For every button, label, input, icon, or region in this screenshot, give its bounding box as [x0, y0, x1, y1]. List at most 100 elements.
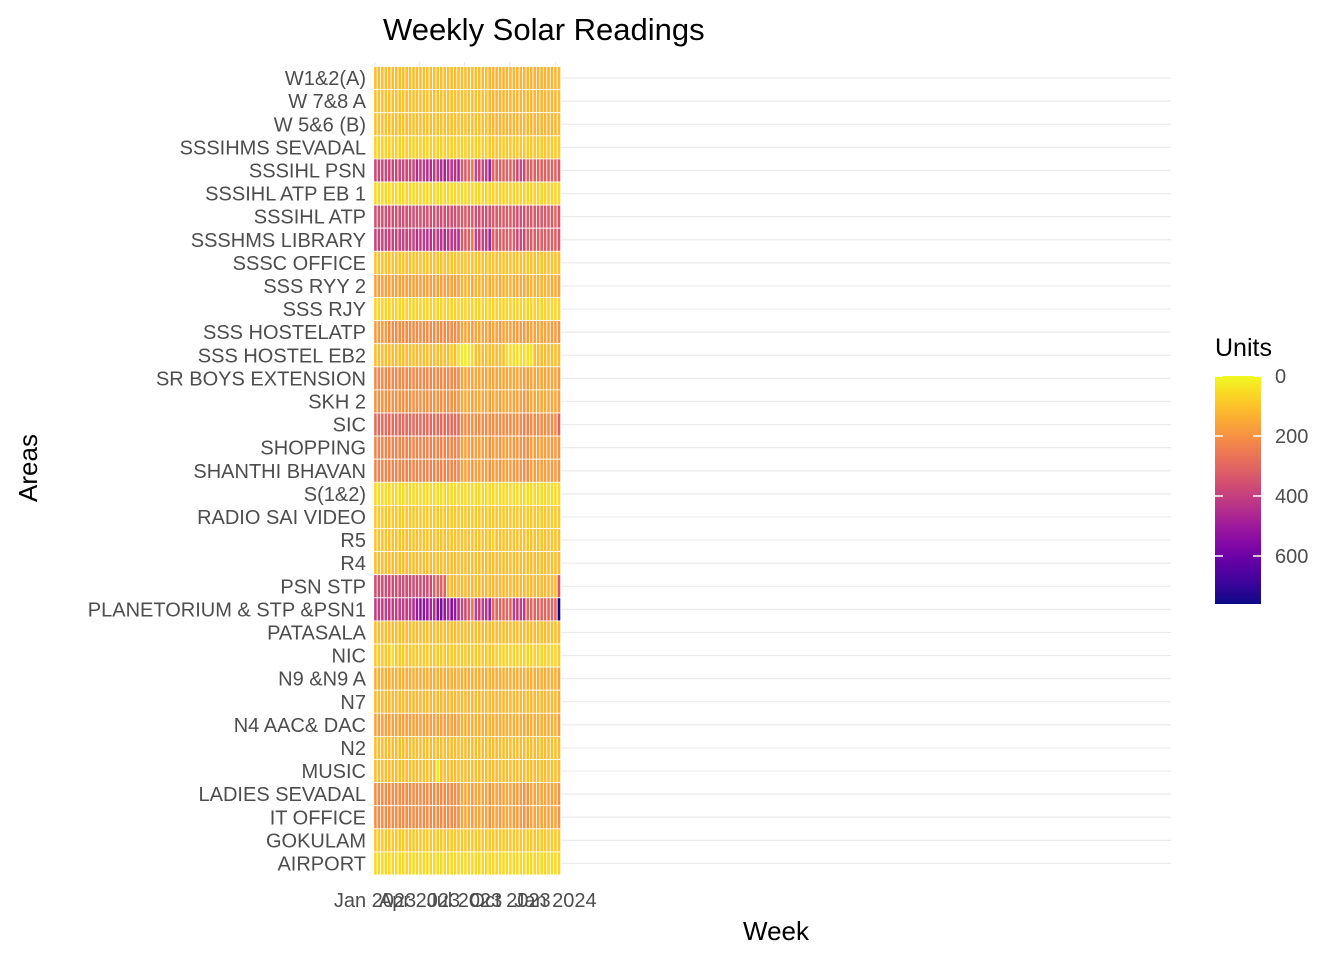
heatmap-cell — [459, 89, 465, 114]
heatmap-cell — [504, 597, 510, 622]
heatmap-cell — [477, 366, 482, 391]
heatmap-cell — [442, 666, 447, 691]
heatmap-cell — [539, 158, 544, 183]
heatmap-cell — [463, 273, 468, 298]
y-tick-label: SR BOYS EXTENSION — [156, 368, 366, 390]
heatmap-cell — [466, 227, 472, 252]
heatmap-cell — [425, 458, 430, 483]
heatmap-cell — [556, 666, 562, 691]
y-tick-label: N4 AAC& DAC — [234, 715, 366, 737]
y-tick-label: W 7&8 A — [288, 91, 366, 113]
heatmap-cell — [421, 620, 427, 645]
heatmap-cell — [529, 504, 534, 529]
heatmap-cell — [542, 89, 548, 114]
heatmap-cell — [529, 458, 534, 483]
heatmap-cell — [525, 828, 530, 853]
heatmap-cell — [373, 551, 378, 576]
heatmap-cell — [390, 320, 395, 345]
heatmap-cell — [487, 250, 492, 275]
heatmap-cell — [487, 736, 492, 760]
heatmap-cell — [446, 135, 451, 160]
heatmap-cell — [404, 712, 409, 737]
heatmap-cell — [477, 135, 482, 160]
heatmap-cell — [515, 851, 520, 876]
heatmap-cell — [522, 828, 527, 853]
heatmap-cell — [435, 320, 440, 345]
heatmap-cell — [477, 689, 482, 714]
heatmap-cell — [470, 712, 475, 737]
heatmap-cell — [446, 828, 451, 853]
heatmap-cell — [494, 782, 499, 807]
x-tick-label: Jan 2024 — [514, 890, 596, 912]
heatmap-cell — [452, 574, 458, 599]
heatmap-cell — [542, 66, 548, 91]
heatmap-cell — [518, 112, 524, 137]
heatmap-cell — [546, 135, 551, 160]
heatmap-cell — [522, 620, 527, 645]
heatmap-cell — [556, 828, 562, 853]
heatmap-cell — [473, 158, 479, 183]
heatmap-cell — [459, 66, 465, 91]
heatmap-cell — [425, 666, 430, 691]
heatmap-cell — [387, 412, 392, 437]
heatmap-cell — [494, 828, 499, 853]
heatmap-cell — [449, 574, 454, 599]
heatmap-cell — [522, 412, 527, 437]
heatmap-cell — [439, 666, 444, 691]
heatmap-cell — [553, 112, 558, 137]
heatmap-cell — [387, 481, 392, 506]
heatmap-cell — [442, 412, 447, 437]
heatmap-cell — [532, 689, 537, 714]
heatmap-cell — [459, 458, 465, 483]
heatmap-cell — [404, 297, 409, 322]
heatmap-cell — [466, 736, 472, 760]
heatmap-cell — [484, 158, 489, 183]
heatmap-cell — [407, 366, 413, 391]
heatmap-cell — [501, 458, 506, 483]
heatmap-cell — [508, 736, 513, 760]
heatmap-cell — [432, 597, 437, 622]
heatmap-cell — [442, 759, 447, 784]
heatmap-cell — [418, 181, 423, 206]
heatmap-cell — [546, 736, 551, 760]
heatmap-cell — [529, 343, 534, 368]
heatmap-cell — [373, 620, 378, 645]
heatmap-cell — [456, 297, 461, 322]
heatmap-cell — [491, 759, 496, 784]
heatmap-cell — [532, 89, 537, 114]
heatmap-cell — [473, 620, 479, 645]
heatmap-cell — [401, 158, 406, 183]
heatmap-cell — [511, 736, 517, 760]
heatmap-cell — [494, 736, 499, 760]
legend-title: Units — [1215, 334, 1272, 362]
heatmap-cell — [394, 851, 399, 876]
heatmap-cell — [404, 66, 409, 91]
heatmap-cell — [373, 250, 378, 275]
heatmap-cell — [435, 666, 440, 691]
heatmap-cell — [542, 389, 548, 414]
heatmap-cell — [439, 412, 444, 437]
heatmap-cell — [446, 320, 451, 345]
heatmap-cell — [501, 597, 506, 622]
heatmap-cell — [529, 389, 534, 414]
heatmap-cell — [553, 158, 558, 183]
heatmap-cell — [508, 574, 513, 599]
heatmap-cell — [459, 597, 465, 622]
heatmap-cell — [473, 273, 479, 298]
heatmap-cell — [446, 574, 451, 599]
heatmap-cell — [387, 204, 392, 229]
heatmap-cell — [518, 712, 524, 737]
heatmap-cell — [539, 528, 544, 553]
heatmap-cell — [539, 620, 544, 645]
heatmap-cell — [439, 343, 444, 368]
heatmap-cell — [383, 250, 389, 275]
heatmap-cell — [518, 250, 524, 275]
heatmap-cell — [373, 435, 378, 460]
heatmap-cell — [497, 389, 503, 414]
heatmap-cell — [401, 828, 406, 853]
heatmap-cell — [387, 828, 392, 853]
heatmap-cell — [414, 412, 420, 437]
heatmap-cell — [504, 643, 510, 668]
heatmap-cell — [463, 89, 468, 114]
